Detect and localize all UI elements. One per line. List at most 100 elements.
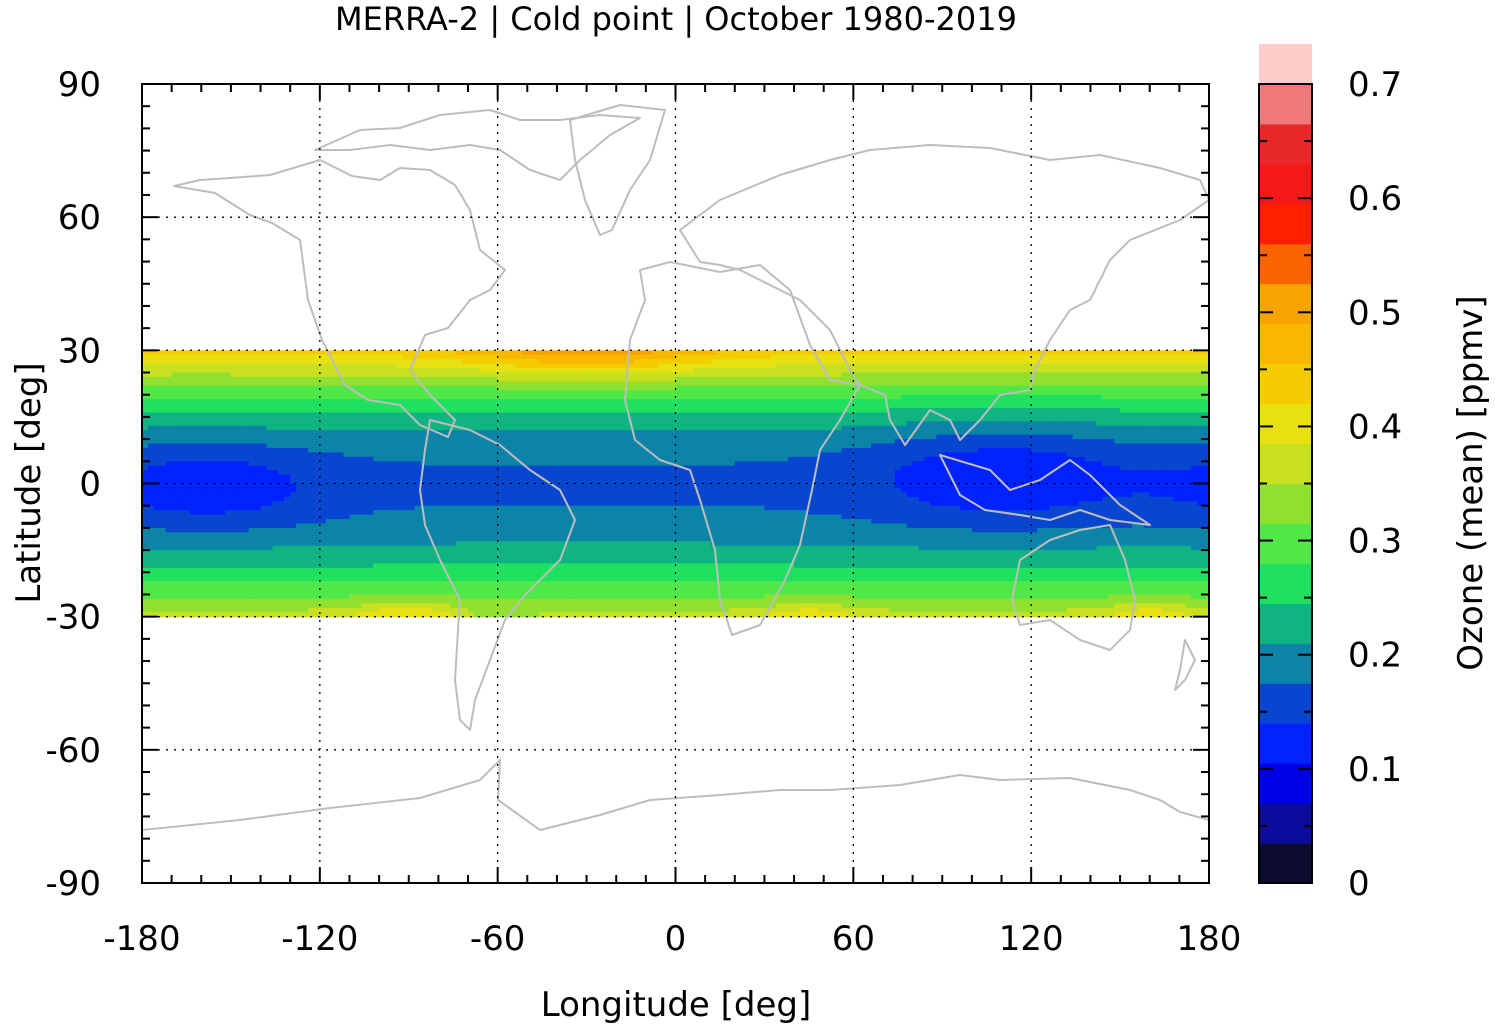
field-cell bbox=[302, 372, 309, 378]
field-cell bbox=[189, 359, 196, 365]
field-cell bbox=[622, 376, 629, 383]
field-cell bbox=[450, 412, 457, 418]
field-cell bbox=[746, 439, 754, 445]
field-cell bbox=[817, 381, 825, 387]
field-cell bbox=[568, 443, 576, 449]
field-cell bbox=[639, 350, 647, 356]
field-cell bbox=[379, 412, 386, 418]
field-cell bbox=[491, 443, 499, 449]
field-cell bbox=[1043, 372, 1050, 378]
field-cell bbox=[954, 465, 961, 471]
field-cell bbox=[509, 385, 517, 391]
field-cell bbox=[462, 456, 469, 462]
field-cell bbox=[634, 443, 641, 449]
field-cell bbox=[479, 465, 487, 471]
field-cell bbox=[521, 452, 528, 458]
field-cell bbox=[408, 416, 416, 422]
field-cell bbox=[420, 399, 428, 405]
field-cell bbox=[651, 372, 659, 378]
field-cell bbox=[580, 434, 588, 440]
field-cell bbox=[592, 416, 600, 422]
field-cell bbox=[948, 443, 955, 449]
field-cell bbox=[355, 354, 362, 360]
field-cell bbox=[598, 385, 605, 391]
field-cell bbox=[219, 461, 226, 467]
field-cell bbox=[1001, 452, 1009, 458]
field-cell bbox=[610, 470, 617, 476]
field-cell bbox=[1102, 350, 1109, 356]
field-cell bbox=[509, 430, 517, 436]
field-cell bbox=[924, 416, 931, 422]
field-cell bbox=[1019, 372, 1026, 378]
field-cell bbox=[1137, 354, 1145, 360]
field-cell bbox=[1013, 452, 1020, 458]
field-cell bbox=[272, 447, 279, 454]
field-cell bbox=[1025, 390, 1032, 396]
field-cell bbox=[900, 434, 908, 440]
field-cell bbox=[1149, 430, 1157, 436]
field-cell bbox=[402, 456, 410, 462]
field-cell bbox=[485, 456, 493, 462]
field-cell bbox=[805, 408, 813, 414]
field-cell bbox=[379, 368, 386, 374]
field-cell bbox=[1043, 381, 1050, 387]
field-cell bbox=[361, 412, 368, 418]
field-cell bbox=[835, 421, 843, 427]
field-cell bbox=[177, 372, 185, 378]
field-cell bbox=[782, 350, 789, 356]
field-cell bbox=[551, 425, 558, 431]
field-cell bbox=[236, 359, 244, 365]
field-cell bbox=[965, 452, 973, 458]
field-cell bbox=[1043, 416, 1050, 422]
field-cell bbox=[799, 461, 807, 467]
field-cell bbox=[485, 350, 493, 356]
field-cell bbox=[177, 368, 185, 374]
field-cell bbox=[171, 399, 179, 405]
field-cell bbox=[331, 439, 339, 445]
field-cell bbox=[954, 399, 961, 405]
field-cell bbox=[1167, 363, 1175, 369]
field-cell bbox=[153, 470, 161, 476]
field-cell bbox=[1197, 350, 1204, 356]
field-cell bbox=[657, 376, 665, 383]
field-cell bbox=[1072, 403, 1080, 409]
field-cell bbox=[1048, 376, 1056, 383]
field-cell bbox=[313, 359, 321, 365]
field-cell bbox=[983, 412, 991, 418]
field-cell bbox=[705, 416, 712, 422]
field-cell bbox=[693, 465, 700, 471]
field-cell bbox=[1072, 354, 1080, 360]
field-cell bbox=[764, 461, 771, 467]
field-cell bbox=[159, 390, 167, 396]
field-cell bbox=[794, 350, 801, 356]
field-cell bbox=[580, 403, 588, 409]
field-cell bbox=[788, 381, 795, 387]
field-cell bbox=[877, 350, 884, 356]
field-cell bbox=[995, 439, 1003, 445]
field-cell bbox=[236, 368, 244, 374]
field-cell bbox=[894, 425, 902, 431]
field-cell bbox=[521, 376, 528, 383]
field-cell bbox=[444, 452, 451, 458]
field-cell bbox=[307, 390, 315, 396]
field-cell bbox=[153, 452, 161, 458]
field-cell bbox=[278, 434, 285, 440]
field-cell bbox=[290, 372, 297, 378]
field-cell bbox=[207, 399, 214, 405]
field-cell bbox=[1007, 443, 1014, 449]
field-cell bbox=[551, 434, 558, 440]
field-cell bbox=[634, 416, 641, 422]
field-cell bbox=[1126, 394, 1133, 400]
field-cell bbox=[278, 421, 285, 427]
field-cell bbox=[379, 394, 386, 400]
field-cell bbox=[1131, 416, 1139, 422]
field-cell bbox=[1161, 443, 1169, 449]
field-cell bbox=[942, 399, 949, 405]
field-cell bbox=[545, 399, 552, 405]
field-cell bbox=[823, 447, 831, 454]
field-cell bbox=[432, 416, 439, 422]
field-cell bbox=[236, 447, 244, 454]
field-cell bbox=[408, 439, 416, 445]
field-cell bbox=[1191, 354, 1198, 360]
field-cell bbox=[272, 416, 279, 422]
